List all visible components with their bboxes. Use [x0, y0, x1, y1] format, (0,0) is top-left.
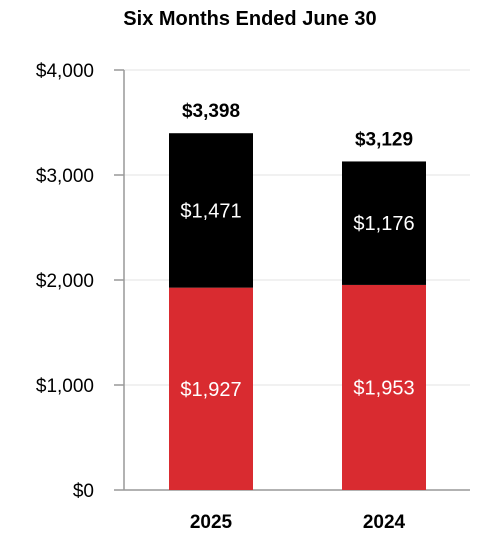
y-tick-label: $2,000 — [36, 271, 94, 292]
data-label: $1,927 — [180, 379, 241, 401]
y-tick-label: $4,000 — [36, 61, 94, 82]
chart-title: Six Months Ended June 30 — [123, 8, 377, 30]
bar-segment — [169, 133, 253, 288]
data-label: $1,953 — [353, 377, 414, 399]
total-label: $3,398 — [182, 101, 240, 122]
x-category-label: 2025 — [190, 512, 233, 533]
total-label: $3,129 — [355, 129, 413, 150]
x-category-label: 2024 — [363, 512, 406, 533]
bar-segment — [342, 284, 426, 490]
data-label: $1,471 — [180, 200, 241, 222]
y-tick-label: $3,000 — [36, 166, 94, 187]
y-tick-label: $0 — [73, 481, 94, 502]
y-tick-label: $1,000 — [36, 376, 94, 397]
bar-segment — [342, 161, 426, 285]
bar-segment — [169, 287, 253, 490]
data-label: $1,176 — [353, 213, 414, 235]
